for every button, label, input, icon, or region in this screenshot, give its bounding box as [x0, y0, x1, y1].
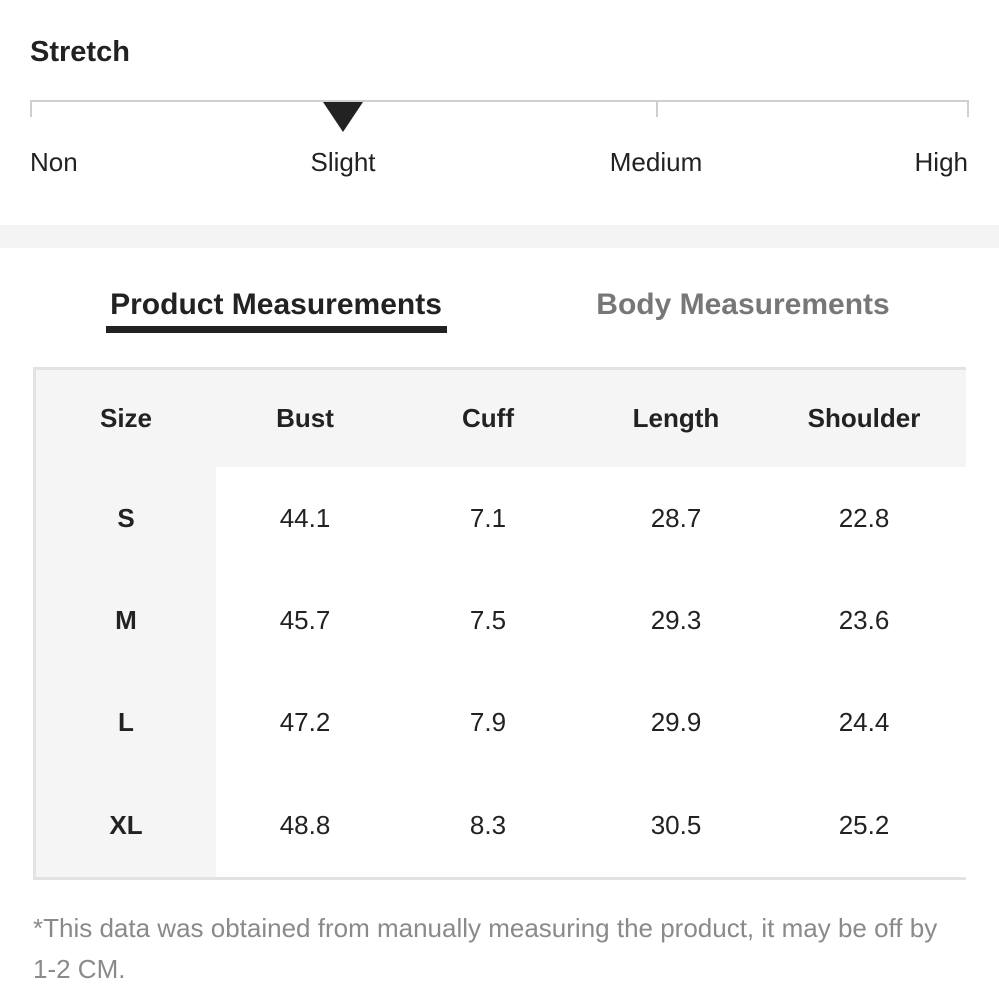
table-cell: 24.4 [770, 671, 961, 776]
table-cell [958, 569, 966, 674]
row-header: M [33, 569, 219, 674]
table-cell: 30.5 [582, 773, 773, 880]
section-title: Stretch [30, 36, 130, 68]
row-header: L [33, 671, 219, 776]
table-cell: 45.7 [216, 569, 397, 674]
tab-active[interactable]: Product Measurements [110, 288, 442, 321]
table-cell: 7.9 [394, 671, 585, 776]
table-cell [958, 773, 966, 880]
footnote: *This data was obtained from manually me… [33, 913, 938, 984]
table-cell: 7.1 [394, 467, 585, 572]
stretch-level: Slight [310, 147, 376, 177]
table-cell [958, 467, 966, 572]
table-cell: 22.8 [770, 467, 961, 572]
column-header: Cuff [394, 367, 585, 470]
table-cell: 25.2 [770, 773, 961, 880]
table-cell: 48.8 [216, 773, 397, 880]
divider-band [0, 225, 999, 248]
table-cell [958, 671, 966, 776]
stretch-level: Medium [609, 147, 703, 177]
stretch-level: High [914, 147, 968, 177]
column-header: Length [582, 367, 773, 470]
table-cell: 8.3 [394, 773, 585, 880]
table-cell: 44.1 [216, 467, 397, 572]
table-cell: 29.3 [582, 569, 773, 674]
column-header [958, 367, 966, 470]
tab-underline [106, 326, 447, 333]
row-header: S [33, 467, 219, 572]
stretch-level: Non [30, 147, 78, 177]
table-cell: 28.7 [582, 467, 773, 572]
stretch-scale [30, 100, 969, 132]
table-cell: 47.2 [216, 671, 397, 776]
table-cell: 29.9 [582, 671, 773, 776]
row-header: XL [33, 773, 219, 880]
tab[interactable]: Body Measurements [596, 288, 890, 321]
table-cell: 7.5 [394, 569, 585, 674]
column-header: Size [33, 367, 219, 470]
column-header: Bust [216, 367, 397, 470]
column-header: Shoulder [770, 367, 961, 470]
table-cell: 23.6 [770, 569, 961, 674]
